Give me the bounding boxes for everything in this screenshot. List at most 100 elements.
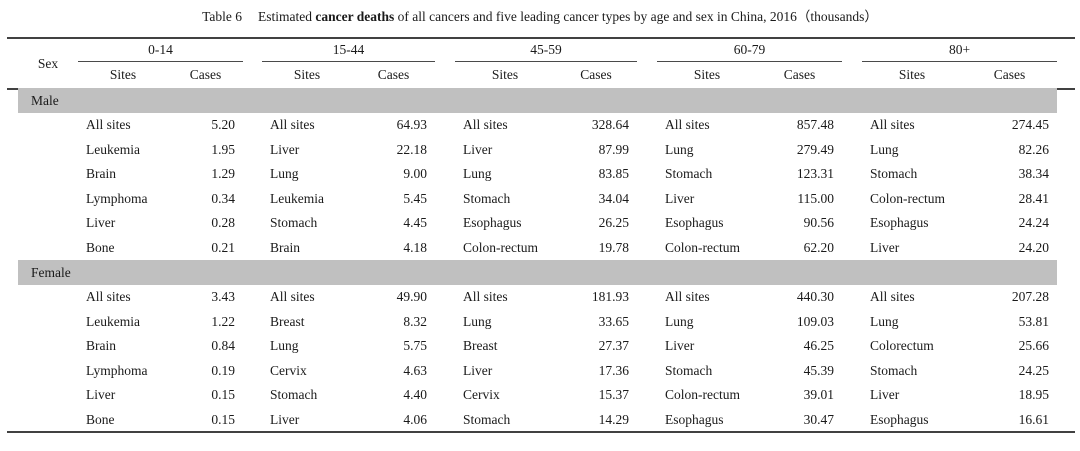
cases-cell: 207.28	[1011, 289, 1049, 305]
sex-cell	[18, 162, 78, 187]
column-spacer	[243, 334, 262, 359]
cases-cell: 328.64	[591, 117, 629, 133]
column-spacer	[637, 113, 657, 138]
cases-cell: 4.45	[403, 215, 427, 231]
site-cell: All sites	[665, 289, 710, 305]
section-label-male: Male	[18, 88, 1057, 113]
column-spacer	[637, 310, 657, 335]
column-spacer	[637, 211, 657, 236]
cases-cell: 9.00	[403, 166, 427, 182]
age-group-header-row: Sex 0-14 15-44 45-59 60-79 80+	[18, 39, 1057, 71]
table-row: Brain 0.84 Lung 5.75 Breast 27.37 Liver 46.2…	[18, 334, 1057, 359]
cases-cell: 24.24	[1018, 215, 1049, 231]
column-spacer	[243, 408, 262, 433]
cases-cell: 18.95	[1018, 387, 1049, 403]
table-row: Leukemia 1.22 Breast 8.32 Lung 33.65 Lung 10…	[18, 310, 1057, 335]
site-cell: Esophagus	[870, 215, 929, 231]
cases-cell: 34.04	[598, 190, 629, 206]
site-cell: Colon-rectum	[665, 239, 740, 255]
cases-cell: 82.26	[1018, 141, 1049, 157]
site-cell: Colon-rectum	[463, 239, 538, 255]
sites-header: Sites	[491, 66, 519, 82]
table-caption: Table 6 Estimated cancer deaths of all ca…	[0, 7, 1080, 27]
site-cell: Liver	[463, 362, 493, 378]
column-spacer	[842, 211, 862, 236]
site-cell: Brain	[270, 239, 300, 255]
sites-header: Sites	[693, 66, 721, 82]
cases-header: Cases	[377, 66, 410, 82]
column-spacer	[637, 359, 657, 384]
caption-pre-text: Estimated	[258, 9, 316, 24]
section-band-male: Male	[18, 88, 1057, 113]
cases-cell: 4.63	[403, 362, 427, 378]
column-spacer	[842, 383, 862, 408]
site-cell: Leukemia	[86, 313, 140, 329]
cases-header: Cases	[993, 66, 1026, 82]
cases-cell: 53.81	[1018, 313, 1049, 329]
cases-cell: 109.03	[796, 313, 834, 329]
age-group-header-0-14: 0-14	[78, 39, 243, 62]
site-cell: Lymphoma	[86, 362, 148, 378]
age-group-header-80plus: 80+	[862, 39, 1057, 62]
site-cell: All sites	[870, 117, 915, 133]
section-label-female: Female	[18, 260, 1057, 285]
column-spacer	[435, 61, 455, 88]
cases-cell: 87.99	[598, 141, 629, 157]
top-rule	[7, 37, 1075, 39]
site-cell: Stomach	[870, 362, 918, 378]
table-row: All sites 3.43 All sites 49.90 All sites 18…	[18, 285, 1057, 310]
cases-cell: 25.66	[1018, 338, 1049, 354]
site-cell: Lung	[665, 141, 694, 157]
age-group-header-15-44: 15-44	[262, 39, 435, 62]
column-spacer	[637, 138, 657, 163]
site-cell: Leukemia	[270, 190, 324, 206]
cases-cell: 39.01	[803, 387, 834, 403]
table-row: Liver 0.28 Stomach 4.45 Esophagus 26.25 Eso…	[18, 211, 1057, 236]
site-cell: Lung	[270, 166, 299, 182]
column-spacer	[842, 334, 862, 359]
column-spacer	[243, 236, 262, 261]
site-cell: Lung	[870, 313, 899, 329]
site-cell: All sites	[86, 289, 131, 305]
cases-cell: 38.34	[1018, 166, 1049, 182]
site-cell: Stomach	[665, 166, 713, 182]
cases-cell: 1.22	[211, 313, 235, 329]
column-spacer	[637, 334, 657, 359]
sex-column-header: Sex	[37, 55, 59, 71]
site-cell: Liver	[270, 141, 300, 157]
site-cell: Stomach	[463, 411, 511, 427]
cases-cell: 64.93	[396, 117, 427, 133]
column-spacer	[842, 187, 862, 212]
column-spacer	[842, 138, 862, 163]
cases-cell: 3.43	[211, 289, 235, 305]
sites-header: Sites	[109, 66, 137, 82]
table-row: Brain 1.29 Lung 9.00 Lung 83.85 Stomach 123.…	[18, 162, 1057, 187]
section-band-female: Female	[18, 260, 1057, 285]
cases-cell: 90.56	[803, 215, 834, 231]
cases-cell: 27.37	[598, 338, 629, 354]
site-cell: Lung	[270, 338, 299, 354]
cases-cell: 26.25	[598, 215, 629, 231]
cases-cell: 24.20	[1018, 239, 1049, 255]
site-cell: Esophagus	[665, 411, 724, 427]
cases-cell: 8.32	[403, 313, 427, 329]
table-row: Lymphoma 0.34 Leukemia 5.45 Stomach 34.04 L…	[18, 187, 1057, 212]
site-cell: Stomach	[665, 362, 713, 378]
cases-cell: 4.06	[403, 411, 427, 427]
site-cell: Liver	[463, 141, 493, 157]
column-spacer	[637, 162, 657, 187]
cases-cell: 1.29	[211, 166, 235, 182]
column-spacer	[637, 39, 657, 61]
sex-cell	[18, 383, 78, 408]
cases-cell: 62.20	[803, 239, 834, 255]
column-spacer	[243, 383, 262, 408]
sex-cell	[18, 236, 78, 261]
site-cell: Lymphoma	[86, 190, 148, 206]
cases-cell: 49.90	[396, 289, 427, 305]
cases-cell: 857.48	[796, 117, 834, 133]
cases-cell: 1.95	[211, 141, 235, 157]
column-spacer	[435, 187, 455, 212]
column-spacer	[435, 359, 455, 384]
cases-cell: 24.25	[1018, 362, 1049, 378]
site-cell: Liver	[86, 387, 116, 403]
